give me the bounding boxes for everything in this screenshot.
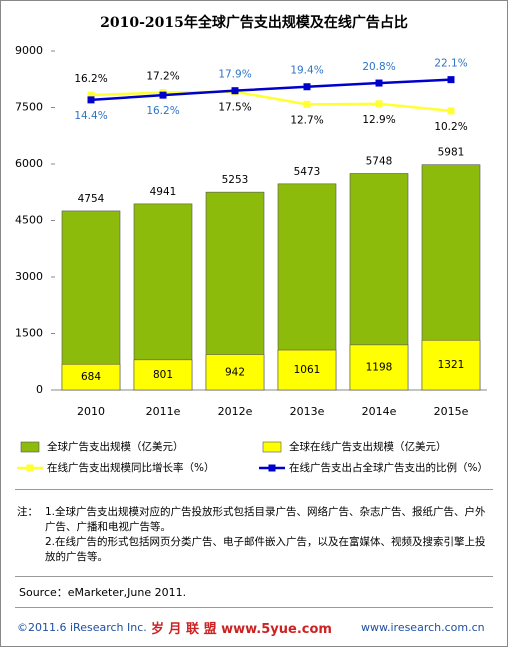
line-marker — [375, 100, 383, 108]
legend-swatch — [268, 464, 276, 472]
line — [90, 90, 452, 113]
divider — [15, 607, 493, 608]
x-tick-label: 2012e — [218, 405, 253, 418]
data-label: 22.1% — [434, 58, 467, 70]
data-label: 4941 — [150, 186, 177, 198]
legend-label: 全球广告支出规模（亿美元） — [47, 440, 184, 453]
line-marker — [231, 87, 239, 95]
data-label: 12.9% — [362, 114, 395, 126]
bar — [421, 339, 481, 391]
source: Source：eMarketer,June 2011. — [19, 586, 187, 599]
line-marker — [159, 91, 167, 99]
bar — [205, 354, 265, 391]
x-tick-label: 2015e — [434, 405, 469, 418]
data-label: 12.7% — [290, 114, 323, 126]
legend-label: 在线广告支出占全球广告支出的比例（%） — [289, 461, 488, 474]
note: 2.在线广告的形式包括网页分类广告、电子邮件嵌入广告，以及在富媒体、视频及搜索引… — [45, 536, 486, 563]
line-marker — [87, 91, 95, 99]
data-label: 17.5% — [218, 102, 251, 114]
line-marker — [447, 76, 455, 84]
data-label: 5748 — [366, 155, 393, 167]
line-marker — [447, 107, 455, 115]
y-tick-label: 6000 — [15, 157, 43, 170]
x-tick-label: 2011e — [146, 405, 181, 418]
legend-swatch — [262, 441, 282, 453]
data-label: 17.9% — [218, 69, 251, 81]
x-tick-label: 2014e — [362, 405, 397, 418]
data-label: 1321 — [438, 359, 465, 371]
data-label: 20.8% — [362, 61, 395, 73]
y-tick-label: 9000 — [15, 44, 43, 57]
data-label: 16.2% — [146, 105, 179, 117]
legend-label: 全球在线广告支出规模（亿美元） — [289, 440, 447, 453]
data-label: 5981 — [438, 147, 465, 159]
url: www.iresearch.com.cn — [361, 621, 485, 634]
data-label: 801 — [153, 369, 173, 381]
data-label: 16.2% — [74, 73, 107, 85]
data-label: 14.4% — [74, 110, 107, 122]
line-marker — [87, 96, 95, 104]
x-tick-label: 2010 — [77, 405, 105, 418]
divider — [15, 489, 493, 490]
note: 1.全球广告支出规模对应的广告投放形式包括目录广告、网络广告、杂志广告、报纸广告… — [45, 506, 486, 533]
line — [90, 78, 452, 102]
chart: 2010-2015年全球广告支出规模及在线广告占比 0 1500 3000 4500 6… — [15, 14, 488, 474]
bar — [133, 203, 193, 391]
data-label: 5473 — [294, 166, 321, 178]
data-label: 1061 — [294, 364, 321, 376]
y-tick-label: 3000 — [15, 270, 43, 283]
bar — [133, 359, 193, 391]
y-tick-label: 4500 — [15, 214, 43, 227]
legend-swatch — [20, 441, 40, 453]
notes: 注： 1.全球广告支出规模对应的广告投放形式包括目录广告、网络广告、杂志广告、报… — [17, 505, 487, 565]
legend-swatch — [26, 464, 34, 472]
copyright: ©2011.6 iResearch Inc. — [17, 621, 147, 634]
legend-label: 在线广告支出规模同比增长率（%） — [47, 461, 214, 474]
notes-prefix: 注： — [17, 506, 38, 518]
divider — [15, 576, 493, 577]
data-label: 4754 — [78, 193, 105, 205]
data-label: 1198 — [366, 361, 393, 373]
bar — [61, 363, 121, 391]
bar — [277, 349, 337, 391]
x-tick-label: 2013e — [290, 405, 325, 418]
y-tick-label: 7500 — [15, 101, 43, 114]
bar — [61, 210, 121, 391]
line-marker — [303, 83, 311, 91]
y-tick-label: 0 — [36, 383, 43, 396]
bar — [349, 344, 409, 391]
data-label: 17.2% — [146, 71, 179, 83]
line-marker — [303, 100, 311, 108]
chart-title: 2010-2015年全球广告支出规模及在线广告占比 — [100, 14, 408, 31]
data-label: 19.4% — [290, 65, 323, 77]
data-label: 5253 — [222, 174, 249, 186]
data-label: 942 — [225, 366, 245, 378]
line-marker — [375, 79, 383, 87]
y-tick-label: 1500 — [15, 327, 43, 340]
data-label: 684 — [81, 371, 101, 383]
data-label: 10.2% — [434, 121, 467, 133]
watermark: 岁 月 联 盟 www.5yue.com — [151, 622, 332, 637]
